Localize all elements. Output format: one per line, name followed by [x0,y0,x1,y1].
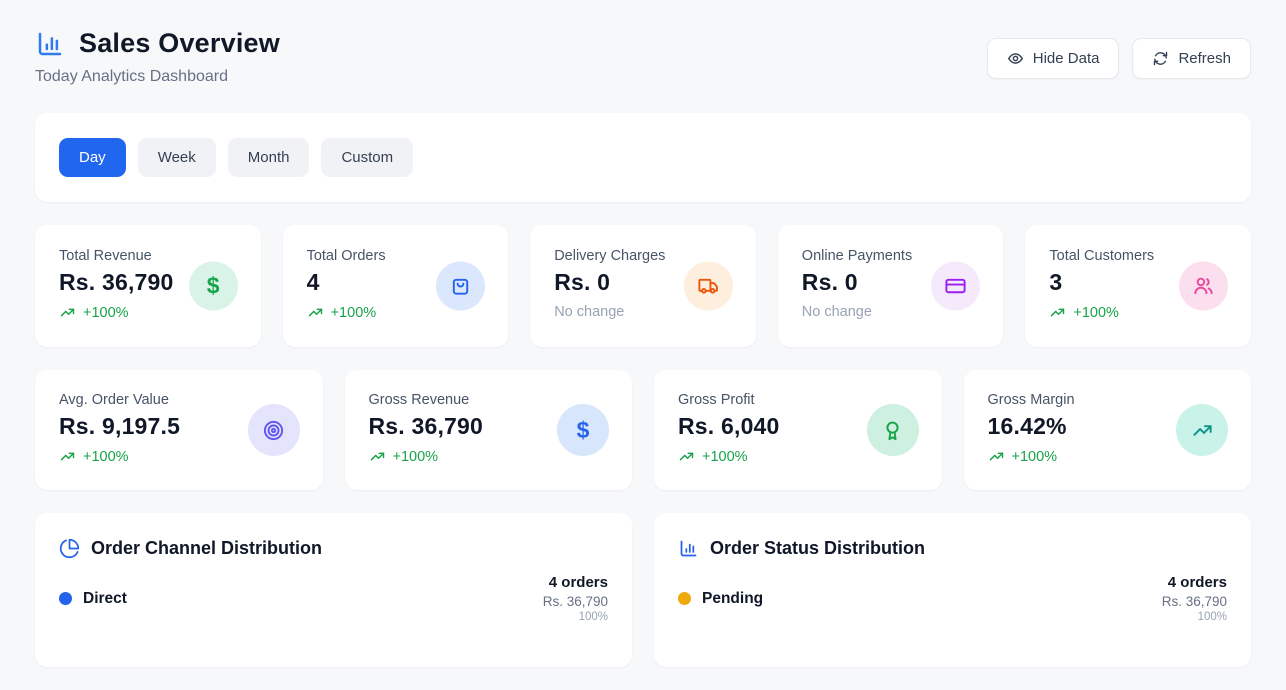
orders-count: 4 orders [1167,574,1227,591]
stat-label: Total Customers [1049,248,1155,264]
page-subtitle: Today Analytics Dashboard [35,68,228,85]
stat-value: Rs. 0 [801,269,858,295]
orders-percent: 100% [1197,611,1227,623]
trending-up-icon [59,304,76,321]
stat-change: No change [554,304,625,320]
stat-change: +100% [307,304,485,321]
stat-card-gross-revenue: Gross Revenue Rs. 36,790 +100% $ [344,370,632,490]
status-label: Pending [702,589,764,607]
truck-icon [683,261,733,311]
stat-label: Gross Profit [678,392,755,408]
eye-icon [1007,50,1024,67]
stat-value: Rs. 36,790 [59,269,174,295]
trending-up-icon [369,448,386,465]
panel-title: Order Status Distribution [710,538,926,558]
users-icon [1179,261,1228,311]
header-actions: Hide Data Refresh [986,38,1251,79]
stat-card-avg-order-value: Avg. Order Value Rs. 9,197.5 +100% [35,370,323,490]
stat-change: No change [801,304,872,320]
channel-row-direct: Direct 4 orders Rs. 36,790 100% [59,574,608,623]
stat-card-total-customers: Total Customers 3 +100% [1025,225,1251,347]
orders-count: 4 orders [548,574,608,591]
tab-custom[interactable]: Custom [321,138,414,177]
trending-up-icon [59,448,76,465]
stat-label: Online Payments [801,248,913,264]
hide-data-label: Hide Data [1032,50,1100,67]
panel-title: Order Channel Distribution [91,538,323,558]
tab-week[interactable]: Week [137,138,216,177]
stat-change: +100% [988,448,1228,465]
shopping-bag-icon [436,261,486,311]
stat-value: 4 [306,269,320,295]
stat-change: +100% [678,448,918,465]
stat-card-online-payments: Online Payments Rs. 0 No change [777,225,1004,347]
stat-label: Total Orders [306,248,386,264]
stat-label: Gross Margin [987,392,1075,408]
refresh-label: Refresh [1178,50,1231,67]
stat-card-gross-profit: Gross Profit Rs. 6,040 +100% [654,370,942,490]
status-row-pending: Pending 4 orders Rs. 36,790 100% [678,574,1227,623]
channel-label: Direct [83,589,127,607]
stat-label: Total Revenue [59,248,152,264]
dashboard-page: Sales Overview Today Analytics Dashboard… [35,28,1251,667]
stat-change: +100% [1049,304,1227,321]
stat-card-gross-margin: Gross Margin 16.42% +100% [963,370,1251,490]
stat-change: +100% [369,448,609,465]
page-title: Sales Overview [79,28,280,58]
stat-label: Delivery Charges [554,248,666,264]
trending-up-icon [988,448,1005,465]
trending-up-icon [678,448,695,465]
tab-month[interactable]: Month [227,138,310,177]
target-icon [247,404,300,456]
period-tabs: Day Week Month Custom [35,113,1251,202]
trending-up-icon [307,304,324,321]
stat-value: 3 [1049,269,1063,295]
hide-data-button[interactable]: Hide Data [986,38,1120,79]
stats-row-1: Total Revenue Rs. 36,790 +100% $ Total O… [35,225,1251,347]
dollar-icon: $ [188,261,238,311]
trending-up-icon [1176,404,1228,456]
stat-value: Rs. 0 [554,269,611,295]
distribution-panels: Order Channel Distribution Direct 4 orde… [35,513,1251,667]
header: Sales Overview Today Analytics Dashboard… [35,28,1251,86]
trending-up-icon [1049,304,1066,321]
stat-change: +100% [59,448,299,465]
stat-change: +100% [59,304,237,321]
order-status-panel: Order Status Distribution Pending 4 orde… [654,513,1251,667]
tab-day[interactable]: Day [59,138,126,177]
stat-value: 16.42% [987,413,1067,439]
stat-card-delivery-charges: Delivery Charges Rs. 0 No change [530,225,756,347]
channel-values: 4 orders Rs. 36,790 100% [543,574,608,623]
bar-chart-icon [678,538,699,559]
bar-chart-icon [35,29,65,59]
stat-value: Rs. 6,040 [678,413,780,439]
orders-amount: Rs. 36,790 [542,594,608,609]
stat-label: Avg. Order Value [59,392,169,408]
award-icon [866,404,919,456]
channel-dot [59,592,72,605]
stat-value: Rs. 36,790 [368,413,484,439]
credit-card-icon [931,261,981,311]
status-dot [678,592,691,605]
dollar-icon: $ [557,404,609,456]
pie-chart-icon [59,538,80,559]
stat-value: Rs. 9,197.5 [59,413,181,439]
orders-amount: Rs. 36,790 [1161,594,1227,609]
stats-row-2: Avg. Order Value Rs. 9,197.5 +100% Gross… [35,370,1251,490]
header-left: Sales Overview Today Analytics Dashboard [35,28,280,86]
stat-card-total-revenue: Total Revenue Rs. 36,790 +100% $ [35,225,261,347]
stat-label: Gross Revenue [368,392,470,408]
status-values: 4 orders Rs. 36,790 100% [1162,574,1227,623]
refresh-icon [1152,50,1169,67]
refresh-button[interactable]: Refresh [1132,38,1251,79]
stat-card-total-orders: Total Orders 4 +100% [282,225,509,347]
orders-percent: 100% [578,611,608,623]
order-channel-panel: Order Channel Distribution Direct 4 orde… [35,513,632,667]
